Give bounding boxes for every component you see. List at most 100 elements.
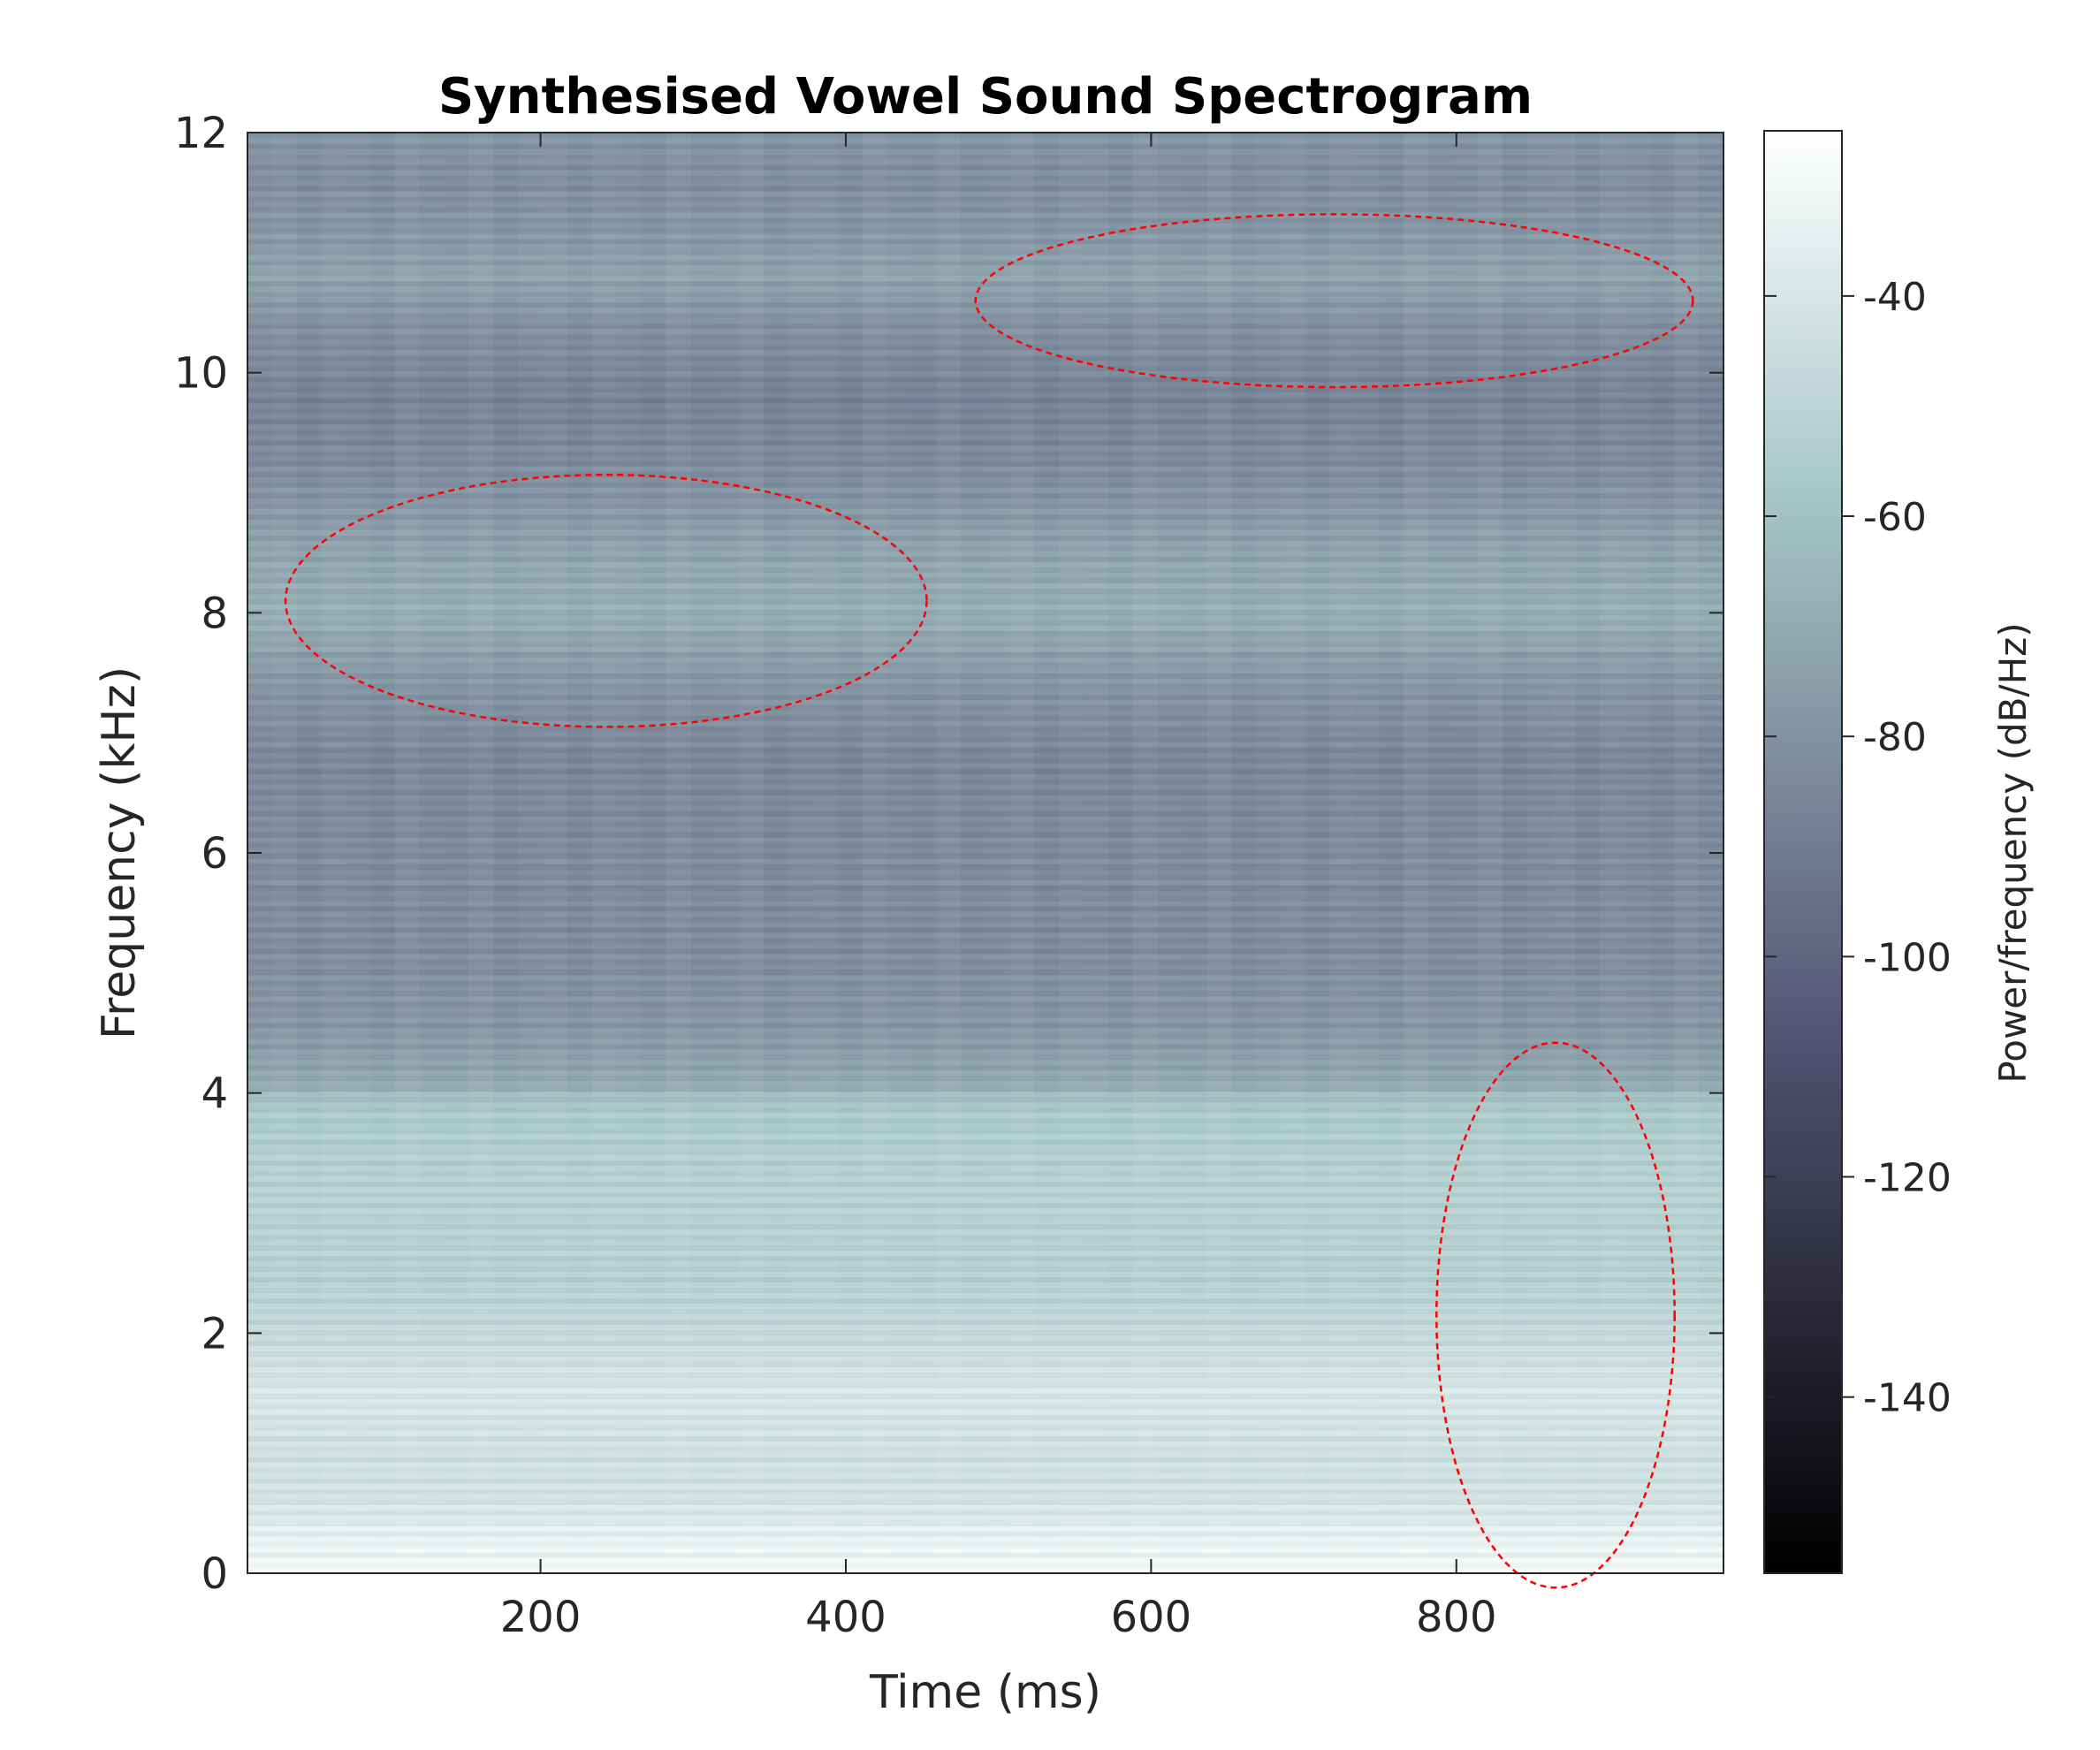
spectrogram-row: [247, 1414, 1723, 1420]
spectrogram-row: [247, 158, 1723, 165]
spectrogram-row: [247, 1541, 1723, 1548]
spectrogram-row: [247, 848, 1723, 854]
spectrogram-row: [247, 1075, 1723, 1082]
spectrogram-row: [247, 1457, 1723, 1463]
spectrogram-row: [247, 1499, 1723, 1505]
time-frame-column: [543, 133, 567, 1573]
spectrogram-row: [247, 784, 1723, 790]
x-tick-label: 200: [500, 1593, 582, 1642]
spectrogram-row: [247, 386, 1723, 393]
spectrogram-row: [247, 1478, 1723, 1484]
spectrogram-row: [247, 1297, 1723, 1304]
spectrogram-row: [247, 434, 1723, 441]
spectrogram-row: [247, 1282, 1723, 1288]
spectrogram-row: [247, 323, 1723, 330]
spectrogram-row: [247, 413, 1723, 420]
time-frame-column: [1329, 133, 1355, 1573]
spectrogram-row: [247, 905, 1723, 912]
spectrogram-row: [247, 1069, 1723, 1077]
spectrogram-row: [247, 1404, 1723, 1410]
spectrogram-row: [247, 889, 1723, 896]
spectrogram-row: [247, 333, 1723, 340]
spectrogram-row: [247, 1213, 1723, 1220]
spectrogram-row: [247, 285, 1723, 293]
y-tick-label: 0: [201, 1549, 228, 1599]
spectrogram-row: [247, 689, 1723, 695]
spectrogram-row: [247, 1372, 1723, 1378]
spectrogram-row: [247, 328, 1723, 335]
spectrogram-row: [247, 1361, 1723, 1367]
time-frame-column: [936, 133, 962, 1573]
spectrogram-row: [247, 312, 1723, 319]
spectrogram-row: [247, 370, 1723, 377]
time-frame-column: [961, 133, 985, 1573]
spectrogram-row: [247, 1303, 1723, 1309]
spectrogram-row: [247, 1006, 1723, 1013]
spectrogram-row: [247, 1393, 1723, 1399]
spectrogram-row: [247, 1197, 1723, 1204]
spectrogram-row: [247, 1101, 1723, 1108]
spectrogram-row: [247, 195, 1723, 202]
spectrogram-row: [247, 1351, 1723, 1357]
spectrogram-row: [247, 1377, 1723, 1383]
colorbar-ticks: -40 -60 -80 -100 -120 -140: [1764, 275, 1952, 1421]
spectrogram-row: [247, 577, 1723, 583]
spectrogram-row: [247, 1054, 1723, 1061]
time-frame-column: [420, 133, 445, 1573]
spectrogram-row: [247, 810, 1723, 817]
spectrogram-row: [247, 1488, 1723, 1495]
spectrogram-row: [247, 651, 1723, 658]
spectrogram-row: [247, 795, 1723, 801]
spectrogram-row: [247, 1107, 1723, 1114]
spectrogram-row: [247, 884, 1723, 891]
spectrogram-row: [247, 1016, 1723, 1023]
time-frame-column: [1576, 133, 1601, 1573]
spectrogram-row: [247, 1292, 1723, 1298]
spectrogram-row: [247, 1324, 1723, 1330]
spectrogram-row: [247, 1547, 1723, 1553]
spectrogram-row: [247, 1059, 1723, 1066]
spectrogram-row: [247, 1260, 1723, 1267]
spectrogram-row: [247, 1154, 1723, 1161]
spectrogram-row: [247, 731, 1723, 737]
spectrogram-row: [247, 900, 1723, 907]
spectrogram-row: [247, 349, 1723, 356]
spectrogram-row: [247, 1335, 1723, 1341]
spectrogram-row: [247, 1064, 1723, 1071]
time-frame-column: [690, 133, 715, 1573]
spectrogram-row: [247, 958, 1723, 965]
spectrogram-row: [247, 1515, 1723, 1521]
spectrogram-row: [247, 402, 1723, 409]
spectrogram-row: [247, 1032, 1723, 1039]
spectrogram-row: [247, 429, 1723, 436]
spectrogram-row: [247, 487, 1723, 494]
spectrogram-row: [247, 1234, 1723, 1241]
spectrogram-row: [247, 910, 1723, 917]
spectrogram-row: [247, 392, 1723, 399]
spectrogram-row: [247, 254, 1723, 261]
spectrogram-row: [247, 979, 1723, 986]
colorbar-tick-label: -140: [1863, 1376, 1952, 1421]
spectrogram-row: [247, 942, 1723, 949]
spectrogram-row: [247, 524, 1723, 531]
spectrogram-row: [247, 773, 1723, 780]
spectrogram-row: [247, 1366, 1723, 1373]
spectrogram-row: [247, 863, 1723, 870]
x-axis-ticks: 200 400 600 800: [500, 133, 1497, 1642]
spectrogram-row: [247, 572, 1723, 578]
spectrogram-row: [247, 667, 1723, 673]
spectrogram-row: [247, 1526, 1723, 1532]
spectrogram-row: [247, 1271, 1723, 1278]
spectrogram-row: [247, 1536, 1723, 1542]
spectrogram-row: [247, 593, 1723, 599]
spectrogram-row: [247, 1207, 1723, 1214]
time-frame-column: [1084, 133, 1109, 1573]
time-frame-column: [1305, 133, 1330, 1573]
spectrogram-row: [247, 280, 1723, 287]
spectrogram-row: [247, 1229, 1723, 1236]
spectrogram-row: [247, 275, 1723, 282]
spectrogram-row: [247, 1218, 1723, 1225]
spectrogram-row: [247, 365, 1723, 372]
time-frame-column: [591, 133, 617, 1573]
